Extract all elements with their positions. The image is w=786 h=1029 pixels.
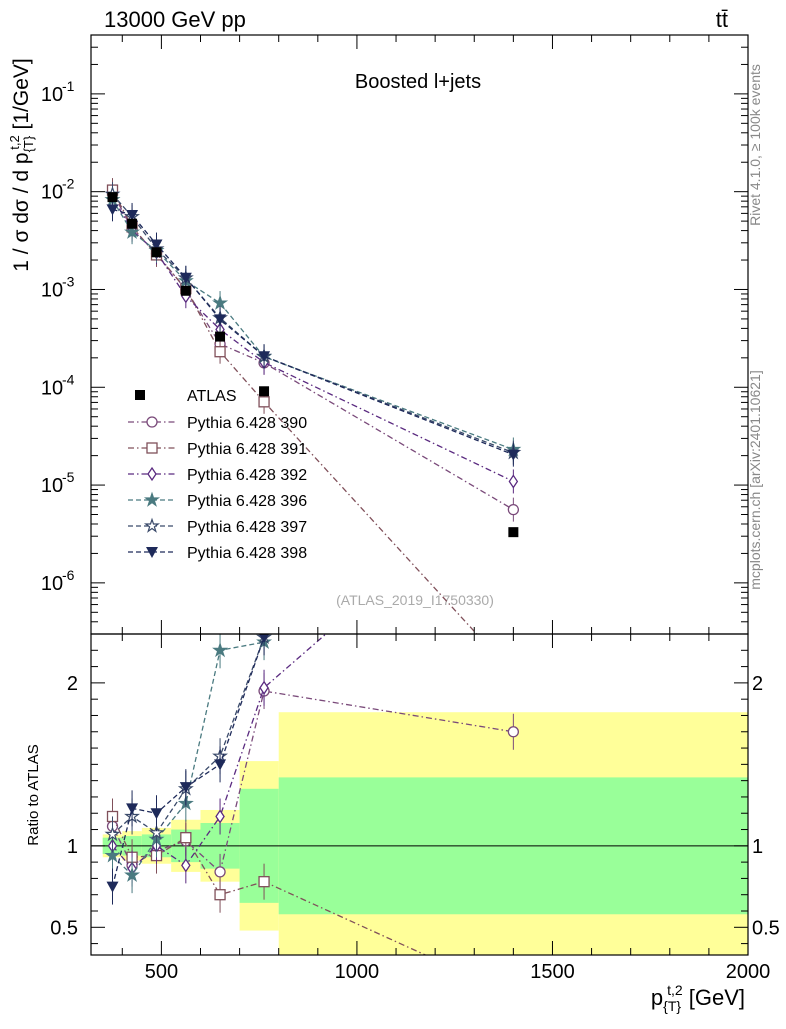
y-main-tick-label: 10 <box>41 84 63 106</box>
main-series-point <box>124 223 141 239</box>
x-tick-label: 1500 <box>530 961 575 983</box>
ratio-series-point <box>179 782 192 794</box>
collision-label: 13000 GeV pp <box>104 7 246 32</box>
ratio-series-point <box>104 826 121 842</box>
data-point <box>215 331 226 342</box>
legend-marker <box>146 442 158 454</box>
ratio-series-point <box>214 866 226 878</box>
legend-label: Pythia 6.428 397 <box>187 519 307 536</box>
main-series-line <box>111 191 514 511</box>
ratio-series-point <box>507 726 520 738</box>
main-series-point <box>126 209 139 221</box>
x-tick-label: 500 <box>145 961 178 983</box>
ratio-series-point <box>258 634 270 644</box>
main-series-point <box>258 396 270 408</box>
x-axis-label: p{T}t,2 [GeV] <box>651 982 745 1014</box>
data-point <box>259 386 270 397</box>
ratio-series-point <box>180 832 192 844</box>
main-ylabel: 1 / σ dσ / d p{T}t,2 [1/GeV] <box>7 58 36 271</box>
legend-label: Pythia 6.428 396 <box>187 493 307 510</box>
y-ratio-tick-label-left: 1 <box>67 836 78 858</box>
main-series-layer <box>104 178 522 634</box>
ratio-series-point <box>148 824 165 840</box>
legend-marker <box>146 547 158 558</box>
main-series-point <box>214 314 227 326</box>
y-main-tick-exp: -5 <box>62 469 75 485</box>
y-ratio-tick-label-right: 1 <box>752 836 763 858</box>
ratio-series-point <box>126 803 139 815</box>
data-point <box>127 218 138 229</box>
main-series-point <box>258 351 271 363</box>
ratio-frame <box>90 633 749 956</box>
ratio-series-point <box>212 641 229 658</box>
y-main-tick-label: 10 <box>41 573 63 595</box>
y-main-tick-label: 10 <box>41 279 63 301</box>
main-series-point <box>507 503 520 516</box>
main-series-line <box>111 199 514 451</box>
legend: Pythia 6.428 390 Pythia 6.428 391 Pythia 6… <box>128 390 307 562</box>
legend-label: Pythia 6.428 392 <box>187 467 307 484</box>
y-ratio-tick-label-left: 2 <box>67 673 78 695</box>
ratio-series-point <box>507 0 519 5</box>
main-series-line <box>111 196 514 483</box>
data-point <box>180 285 191 296</box>
ratio-series-point <box>259 680 269 695</box>
process-label: tt̄ <box>716 7 728 32</box>
main-series-point <box>212 294 229 310</box>
source-label: mcplots.cern.ch [arXiv:2401.10621] <box>747 370 763 589</box>
main-series-point <box>507 449 520 461</box>
y-main-tick-exp: -2 <box>62 176 75 192</box>
y-main-tick-label: 10 <box>41 377 63 399</box>
legend-marker <box>143 517 161 533</box>
y-main-tick-exp: -6 <box>62 567 75 583</box>
ratio-series-point <box>106 881 119 893</box>
analysis-tag: (ATLAS_2019_I1750330) <box>336 592 494 608</box>
main-series-point <box>508 474 519 489</box>
rivet-label: Rivet 4.1.0, ≥ 100k events <box>747 64 763 226</box>
x-tick-label: 2000 <box>726 961 771 983</box>
chart-dynamic-layer: Pythia 6.428 390 Pythia 6.428 391 Pythia 6… <box>7 0 780 1014</box>
ratio-series-point <box>181 858 191 873</box>
ratio-ylabel: Ratio to ATLAS <box>25 744 42 845</box>
data-point <box>151 247 162 258</box>
y-main-tick-label: 10 <box>41 475 63 497</box>
x-tick-label: 1000 <box>335 961 380 983</box>
data-point <box>107 192 118 203</box>
y-ratio-tick-label-left: 0.5 <box>50 917 78 939</box>
ratio-series-line <box>112 634 266 835</box>
ratio-series-point <box>150 808 163 820</box>
y-main-tick-exp: -1 <box>62 78 75 94</box>
chart-title: Boosted l+jets <box>355 71 481 93</box>
legend-label: Pythia 6.428 391 <box>187 441 307 458</box>
ratio-series-point <box>124 866 141 882</box>
legend-data-marker <box>135 390 145 400</box>
y-main-tick-label: 10 <box>41 182 63 204</box>
ratio-series-point <box>214 759 227 771</box>
legend-marker <box>143 491 161 507</box>
legend-label: Pythia 6.428 398 <box>187 545 307 562</box>
y-main-tick-exp: -4 <box>62 371 75 387</box>
legend-marker <box>147 466 157 482</box>
ratio-series-point <box>214 889 226 901</box>
legend-label: Pythia 6.428 390 <box>187 415 307 432</box>
y-ratio-tick-label-right: 0.5 <box>752 917 780 939</box>
main-series-line <box>112 208 514 456</box>
legend-marker <box>146 416 158 428</box>
y-ratio-tick-label-right: 2 <box>752 673 763 695</box>
legend-data-label: ATLAS <box>187 388 237 405</box>
main-series-point <box>214 346 226 358</box>
ratio-series-point <box>215 809 225 824</box>
ratio-series-point <box>258 876 270 888</box>
main-series-point <box>106 204 119 216</box>
data-point <box>508 527 519 538</box>
ratio-series-layer <box>104 0 520 955</box>
main-series-line <box>112 193 514 454</box>
ratio-series-point <box>104 847 121 863</box>
y-main-tick-exp: -3 <box>62 273 75 289</box>
main-series-point <box>179 272 192 284</box>
main-series-point <box>150 239 163 251</box>
